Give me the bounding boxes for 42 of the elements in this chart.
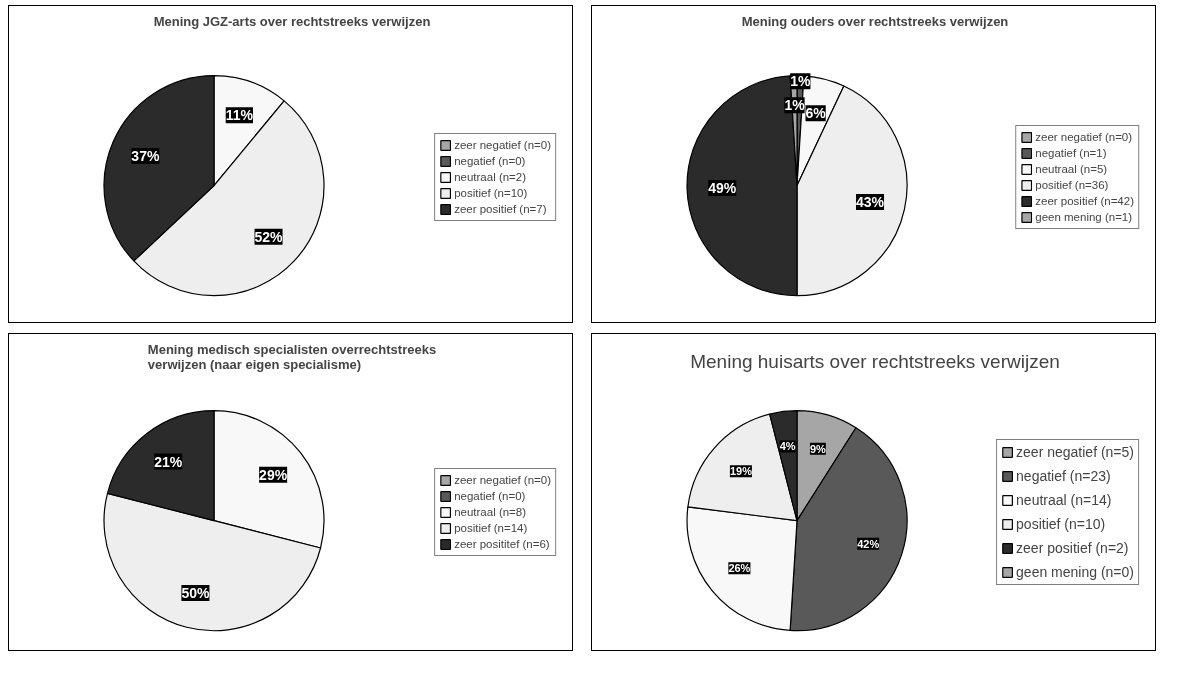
legend-label: positief (n=36) [1035,177,1109,192]
legend-label: geen mening (n=1) [1035,209,1133,224]
legend-label: negatief (n=1) [1035,145,1107,160]
legend-label: zeer positief (n=42) [1035,193,1134,208]
chart-title: Mening JGZ-arts over rechtstreeks verwijzen [153,13,431,29]
data-label: 21% [154,453,183,470]
legend-label: negatief (n=0) [454,489,526,503]
data-label: 29% [259,466,288,483]
data-label: 4% [779,440,796,453]
legend-label: zeer positief (n=2) [1016,540,1129,556]
legend-label: zeer negatief (n=0) [1035,129,1133,144]
legend-label: zeer positief (n=7) [454,201,547,216]
legend-label: neutraal (n=5) [1035,161,1108,176]
legend-label: neutraal (n=8) [454,505,527,519]
data-label: 52% [254,228,284,245]
data-label: 9% [809,442,827,455]
legend-label: positief (n=14) [454,521,528,535]
data-label: 19% [729,465,753,478]
legend-label: negatief (n=0) [454,153,526,168]
data-label: 37% [131,147,160,164]
data-label: 26% [728,562,751,575]
legend-label: neutraal (n=14) [1016,492,1112,508]
data-label: 43% [856,193,885,210]
data-label: 42% [857,537,880,550]
legend-label: positief (n=10) [1016,516,1106,532]
legend-label: zeer negatief (n=5) [1016,444,1134,460]
data-label: 50% [181,585,210,602]
legend-label: neutraal (n=2) [454,169,527,184]
legend-label: positief (n=10) [454,185,528,200]
data-label: 11% [225,107,254,124]
chart-title: Mening medisch specialisten overrechtstreeks verwijzen (naar eigen specialisme) [147,341,437,372]
legend-label: zeer posititef (n=6) [454,537,550,551]
chart-title: Mening huisarts over rechtstreeks verwijzen [690,350,1060,372]
data-label: 6% [805,105,827,122]
data-label: 49% [708,179,737,196]
legend-label: negatief (n=23) [1016,468,1111,484]
chart-title: Mening ouders over rechtstreeks verwijzen [741,13,1009,29]
legend-label: geen mening (n=0) [1016,564,1134,580]
data-label: 1% [784,97,806,114]
data-label: 1% [790,73,811,90]
legend-label: zeer negatief (n=0) [454,137,551,152]
legend-label: zeer negatief (n=0) [454,473,551,487]
